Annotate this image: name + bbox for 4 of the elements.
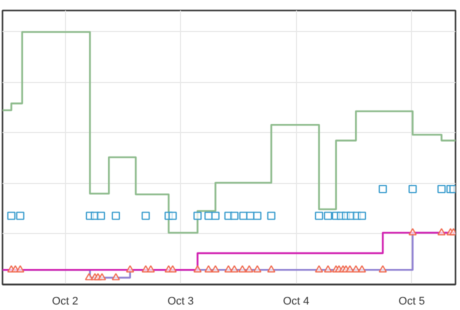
x-tick-label: Oct 5 xyxy=(398,296,425,308)
x-tick-label: Oct 2 xyxy=(52,296,78,308)
x-tick-label: Oct 3 xyxy=(167,296,194,308)
x-tick-label: Oct 4 xyxy=(283,296,310,308)
